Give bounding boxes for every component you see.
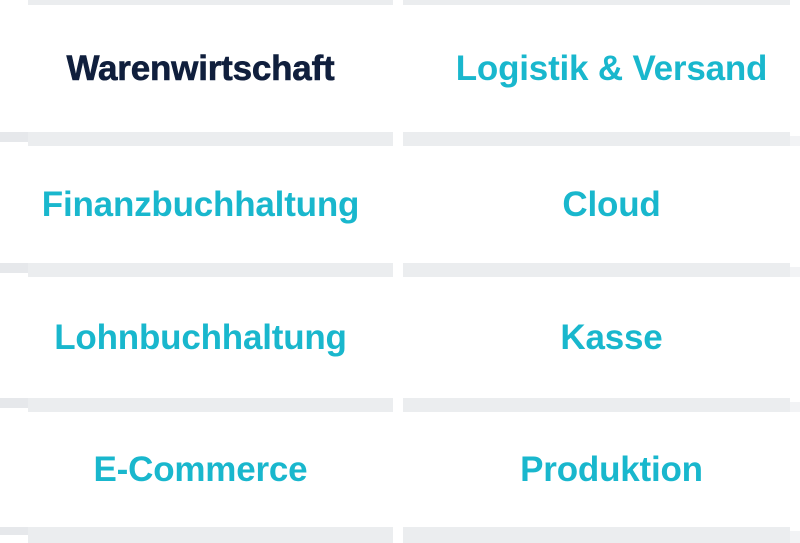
row-separator: [28, 263, 393, 277]
right-edge-notch: [790, 402, 800, 416]
tab-label: E-Commerce: [93, 449, 308, 489]
top-separator-left: [28, 0, 393, 5]
tab-produktion[interactable]: Produktion: [403, 412, 800, 527]
tab-logistik-versand[interactable]: Logistik & Versand: [403, 5, 800, 132]
tab-lohnbuchhaltung[interactable]: Lohnbuchhaltung: [0, 277, 393, 398]
row-separator: [403, 263, 790, 277]
tab-label: Cloud: [562, 184, 661, 224]
tab-label: Finanzbuchhaltung: [41, 184, 360, 224]
tab-label: Warenwirtschaft: [66, 48, 335, 88]
tab-label: Produktion: [520, 449, 703, 489]
tab-e-commerce[interactable]: E-Commerce: [0, 412, 393, 527]
row-separator: [403, 132, 790, 146]
row-separator: [403, 398, 790, 412]
tab-label: Logistik & Versand: [455, 48, 768, 88]
tab-label: Lohnbuchhaltung: [54, 317, 347, 357]
tab-label: Kasse: [560, 317, 663, 357]
top-separator-right: [403, 0, 790, 5]
bottom-separator-left: [28, 527, 393, 543]
tab-cloud[interactable]: Cloud: [403, 146, 800, 263]
tab-finanzbuchhaltung[interactable]: Finanzbuchhaltung: [0, 146, 393, 263]
bottom-separator-right: [403, 527, 790, 543]
row-separator: [28, 132, 393, 146]
tab-warenwirtschaft[interactable]: Warenwirtschaft: [0, 5, 393, 132]
tab-kasse[interactable]: Kasse: [403, 277, 800, 398]
row-separator: [28, 398, 393, 412]
right-edge-notch: [790, 531, 800, 543]
right-edge-notch: [790, 267, 800, 281]
right-edge-notch: [790, 136, 800, 150]
